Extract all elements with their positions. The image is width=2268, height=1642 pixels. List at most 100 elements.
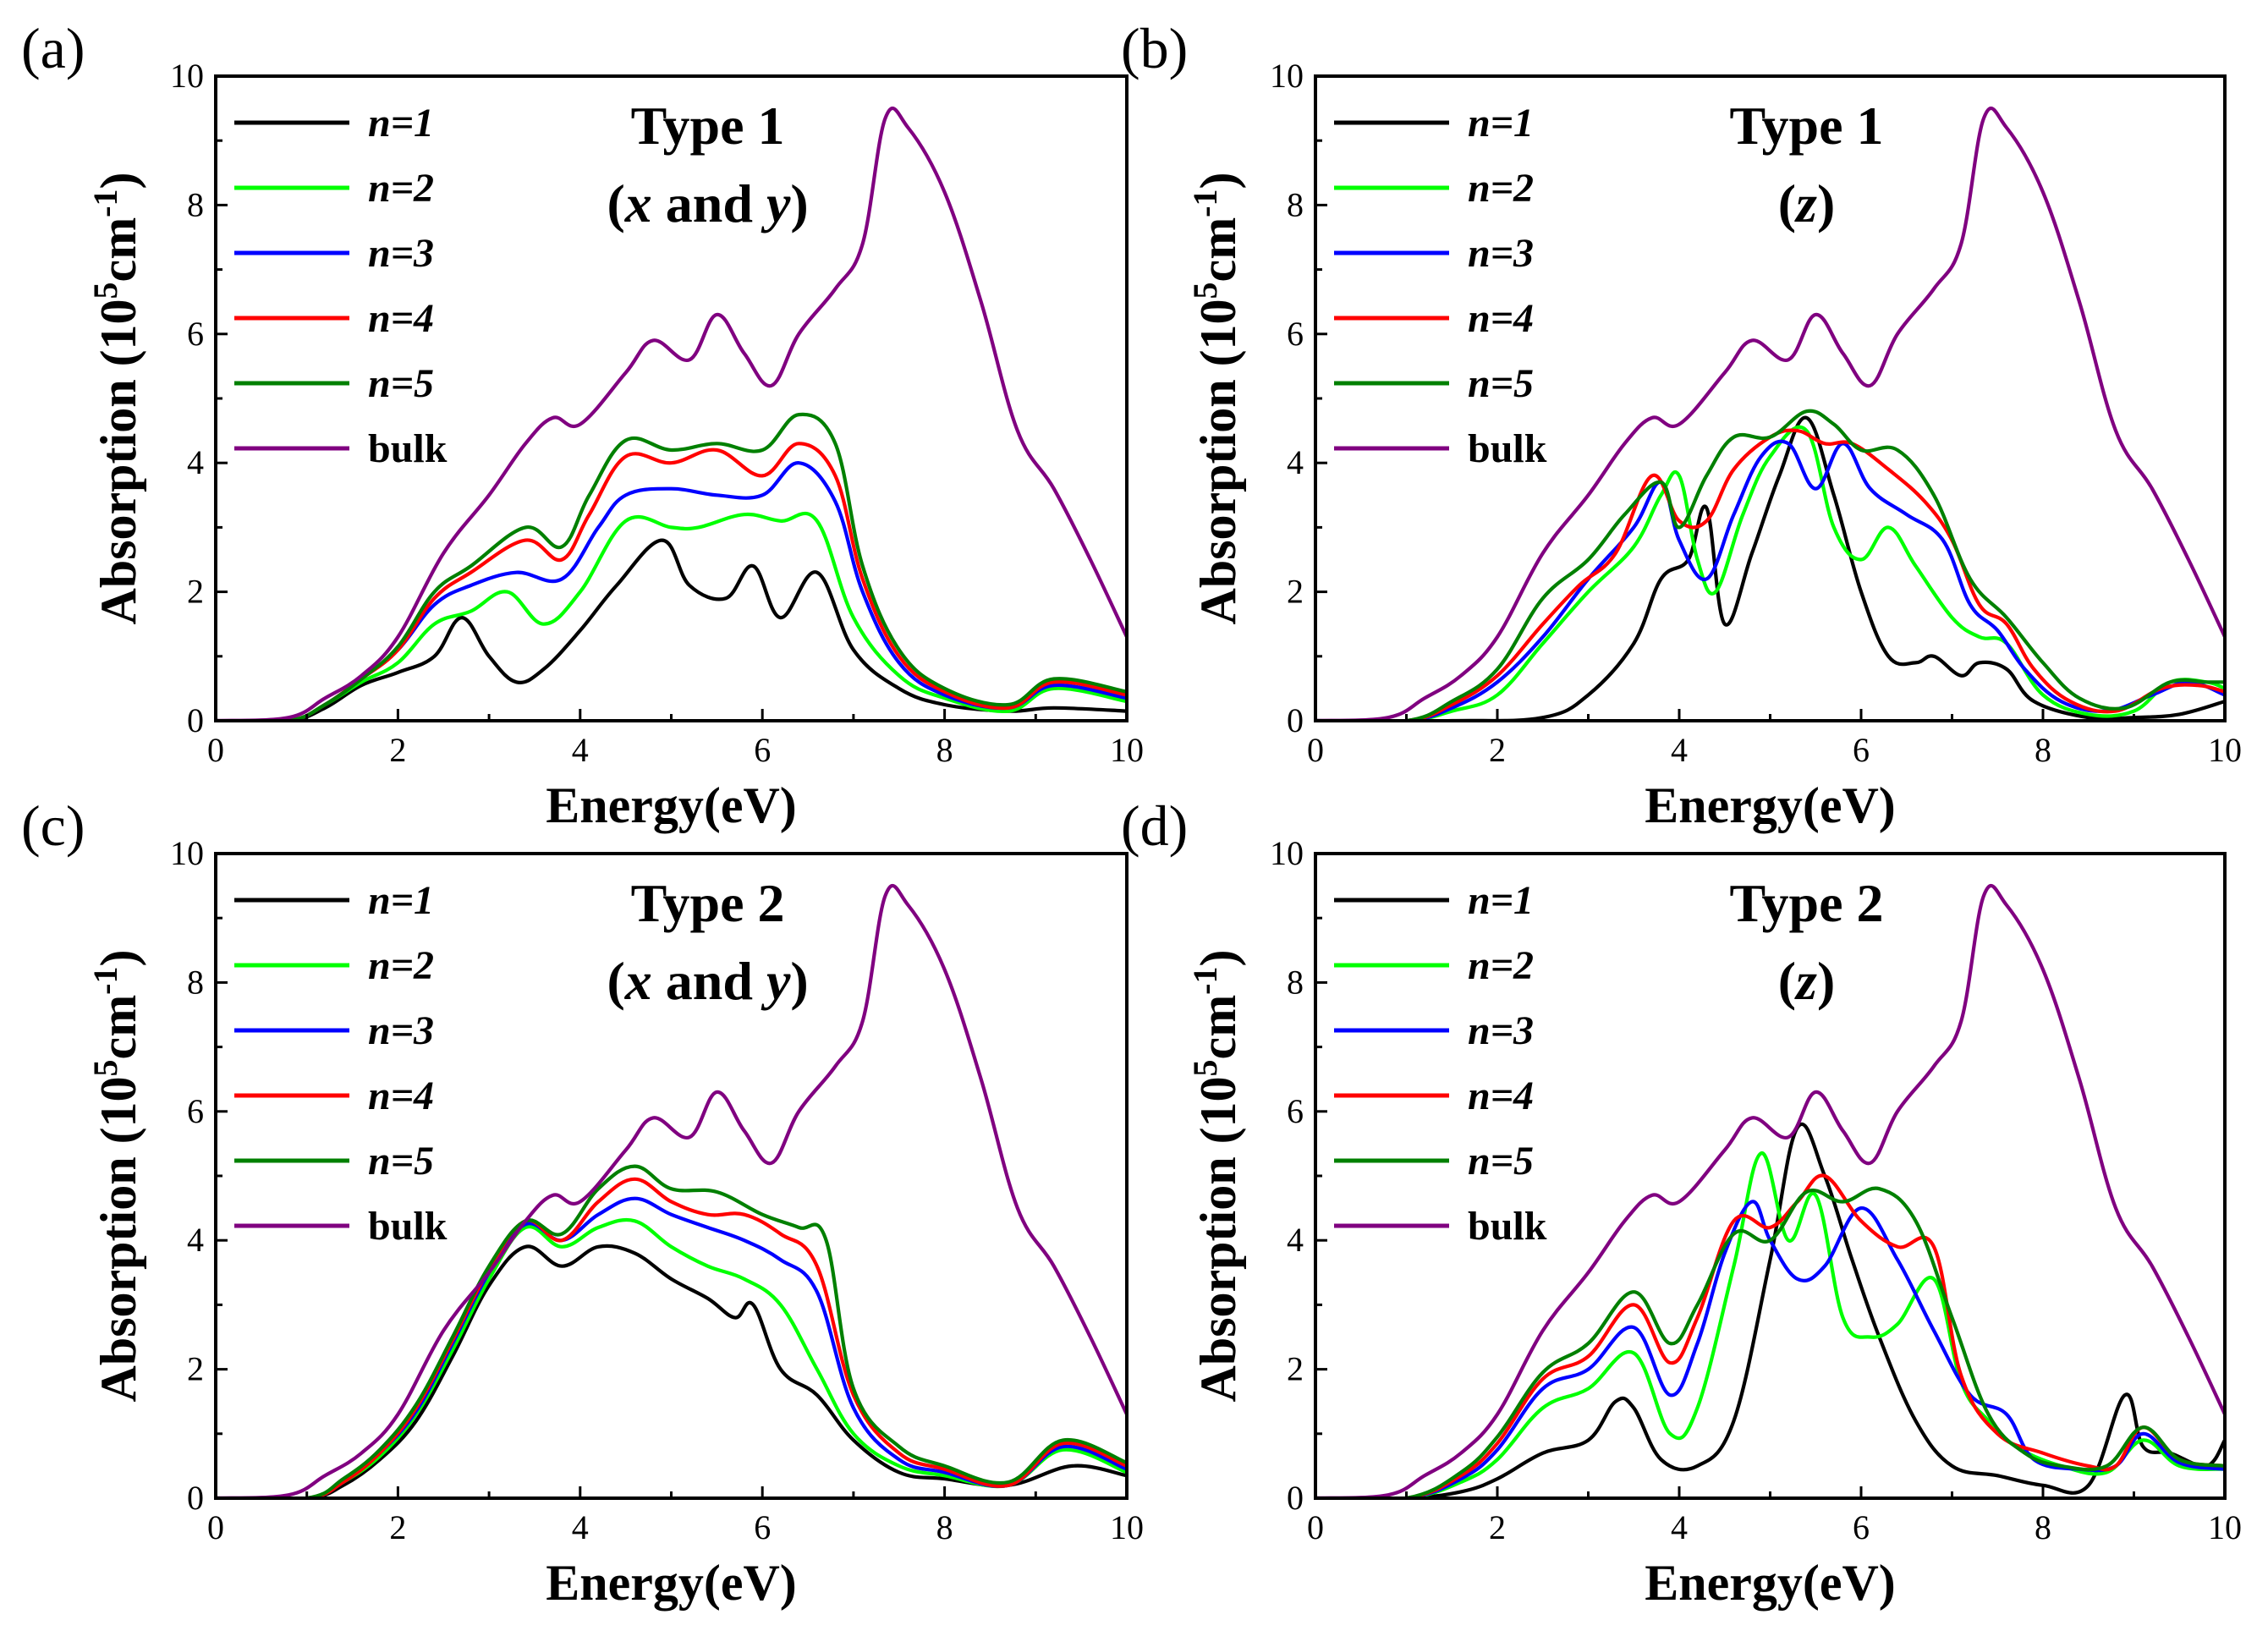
panel-label: (d) [1121,794,1188,858]
series-line-bulk [216,106,1127,721]
x-tick-label: 4 [1671,731,1688,769]
legend-label: n=4 [368,296,434,341]
x-tick-label: 0 [1307,731,1324,769]
y-axis-title: Absorption (105cm-1) [1186,173,1247,625]
x-tick-label: 6 [1853,731,1870,769]
x-tick-label: 10 [2208,1508,2242,1546]
x-tick-label: 2 [1489,1508,1506,1546]
y-tick-label: 6 [1287,1092,1304,1130]
legend-label: n=1 [1468,878,1534,923]
series-line-n5 [1315,1186,2225,1498]
annotation-title: Type 1 [631,96,785,156]
annotation-title: Type 1 [1730,96,1884,156]
series-line-bulk [216,883,1127,1498]
x-tick-label: 10 [1110,1508,1144,1546]
legend-label: bulk [368,1204,448,1249]
legend-label: n=2 [368,166,434,211]
series-line-n2 [1315,1151,2225,1498]
series-group [216,883,1127,1498]
annotation-direction: (x and y) [607,951,808,1011]
panel-c: 0 2 4 6 8 10 0 2 4 6 8 10 Energy(eV) Absorption (105c… [21,794,1144,1611]
x-axis-title: Energy(eV) [1645,777,1896,833]
x-tick-label: 8 [2035,731,2051,769]
legend-label: n=5 [368,361,434,406]
y-axis-title: Absorption (105cm-1) [86,950,147,1403]
panel-label: (b) [1121,16,1188,80]
x-tick-label: 6 [754,731,771,769]
legend-label: n=1 [368,878,434,923]
legend-label: n=2 [368,943,434,988]
panel-label: (a) [21,16,85,80]
x-tick-label: 8 [2035,1508,2051,1546]
x-tick-label: 0 [207,1508,224,1546]
y-tick-label: 6 [1287,315,1304,353]
legend-label: bulk [368,426,448,471]
x-tick-label: 2 [389,1508,406,1546]
x-tick-label: 4 [1671,1508,1688,1546]
plot-frame [1314,74,2227,722]
x-axis-title: Energy(eV) [1645,1555,1896,1611]
series-line-n2 [216,511,1127,721]
panel-b: 0 2 4 6 8 10 0 2 4 6 8 10 Energy(eV) Absorption (105c… [1121,16,2242,833]
series-line-n2 [1315,425,2225,721]
legend-label: n=4 [1468,1074,1534,1118]
y-tick-label: 10 [170,834,204,872]
series-line-n4 [216,442,1127,721]
y-tick-label: 8 [187,185,204,223]
panel-a: 0 2 4 6 8 10 0 2 4 6 8 10 Energy(eV) Absorption (105c… [21,16,1144,833]
series-line-n4 [216,1177,1127,1498]
annotation-direction: (z) [1778,173,1836,233]
legend-label: n=2 [1468,166,1534,211]
y-tick-label: 4 [187,1221,204,1259]
x-tick-label: 6 [1853,1508,1870,1546]
series-line-n2 [216,1217,1127,1498]
series-line-n1 [216,538,1127,721]
series-line-n3 [1315,439,2225,721]
legend-label: n=2 [1468,943,1534,988]
y-tick-label: 6 [187,315,204,353]
annotation-direction: (z) [1778,951,1836,1011]
y-tick-label: 0 [1287,701,1304,739]
x-tick-label: 8 [936,1508,953,1546]
y-axis-title: Absorption (105cm-1) [1186,950,1247,1403]
y-tick-label: 8 [1287,185,1304,223]
annotation-title: Type 2 [1730,873,1884,933]
y-tick-label: 4 [1287,1221,1304,1259]
y-tick-label: 2 [1287,573,1304,611]
series-line-bulk [1315,106,2225,721]
y-tick-label: 8 [1287,963,1304,1001]
series-group [1315,883,2225,1498]
panel-d: 0 2 4 6 8 10 0 2 4 6 8 10 Energy(eV) Absorption (105c… [1121,794,2242,1611]
y-tick-label: 0 [1287,1479,1304,1517]
legend-label: n=3 [368,1008,434,1053]
series-line-n1 [1315,415,2225,721]
x-axis-title: Energy(eV) [546,1555,797,1611]
series-group [1315,106,2225,721]
annotation-title: Type 2 [631,873,785,933]
y-axis-title: Absorption (105cm-1) [86,173,147,625]
series-line-n3 [216,1196,1127,1498]
y-tick-label: 4 [187,443,204,481]
x-tick-label: 4 [572,731,589,769]
y-tick-label: 6 [187,1092,204,1130]
legend-label: n=4 [368,1074,434,1118]
legend-label: n=4 [1468,296,1534,341]
y-tick-label: 10 [1270,57,1304,95]
y-tick-label: 10 [170,57,204,95]
series-line-bulk [1315,883,2225,1498]
y-tick-label: 2 [1287,1350,1304,1388]
x-tick-label: 10 [1110,731,1144,769]
y-tick-label: 0 [187,1479,204,1517]
legend-label: n=3 [1468,1008,1534,1053]
x-axis-title: Energy(eV) [546,777,797,833]
series-line-n5 [216,412,1127,721]
x-tick-label: 0 [1307,1508,1324,1546]
series-line-n4 [1315,1173,2225,1498]
y-tick-label: 10 [1270,834,1304,872]
x-tick-label: 10 [2208,731,2242,769]
x-tick-label: 2 [389,731,406,769]
x-tick-label: 2 [1489,731,1506,769]
legend-label: n=5 [1468,1139,1534,1183]
series-line-n3 [1315,1200,2225,1498]
